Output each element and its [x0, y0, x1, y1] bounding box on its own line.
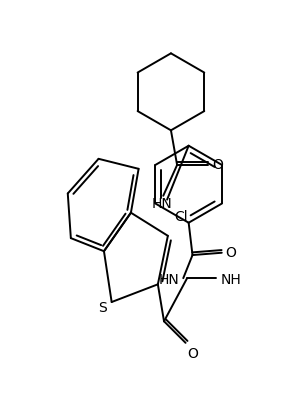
Text: O: O — [212, 158, 223, 172]
Text: HN: HN — [159, 273, 179, 287]
Text: Cl: Cl — [174, 210, 188, 224]
Text: O: O — [187, 347, 198, 362]
Text: HN: HN — [151, 197, 172, 211]
Text: S: S — [98, 301, 107, 315]
Text: NH: NH — [220, 273, 241, 287]
Text: O: O — [226, 246, 236, 260]
